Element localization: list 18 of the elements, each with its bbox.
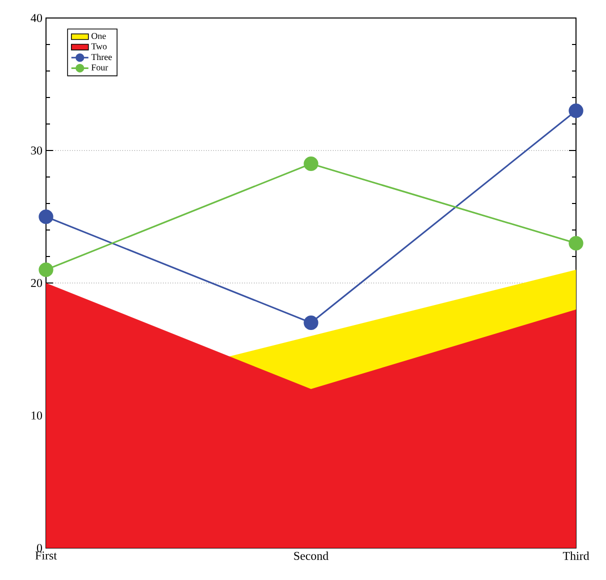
x-tick-label: Second bbox=[294, 552, 328, 560]
legend-label: Three bbox=[91, 54, 112, 60]
point bbox=[568, 236, 584, 251]
y-tick-label: 20 bbox=[31, 278, 42, 288]
legend-label: Four bbox=[91, 64, 108, 70]
point bbox=[38, 262, 54, 278]
legend-label: Two bbox=[91, 43, 107, 50]
x-tick-label: Third bbox=[562, 552, 590, 560]
point bbox=[38, 209, 54, 224]
x-tick-label: First bbox=[35, 552, 57, 560]
y-tick-label: 10 bbox=[32, 411, 42, 420]
y-tick-label: 0 bbox=[36, 544, 42, 552]
y-tick-label: 40 bbox=[30, 14, 42, 22]
point bbox=[304, 156, 318, 172]
legend-label: One bbox=[92, 32, 106, 40]
y-tick-label: 30 bbox=[31, 146, 42, 155]
point bbox=[304, 315, 318, 330]
point bbox=[568, 103, 584, 118]
